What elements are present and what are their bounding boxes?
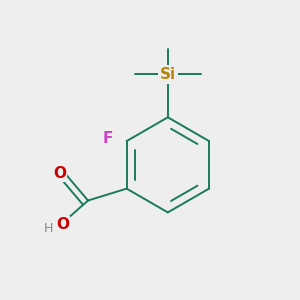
Text: Si: Si (160, 67, 176, 82)
Text: H: H (44, 222, 53, 235)
Text: O: O (56, 217, 69, 232)
Text: O: O (54, 166, 67, 181)
Text: F: F (102, 130, 112, 146)
